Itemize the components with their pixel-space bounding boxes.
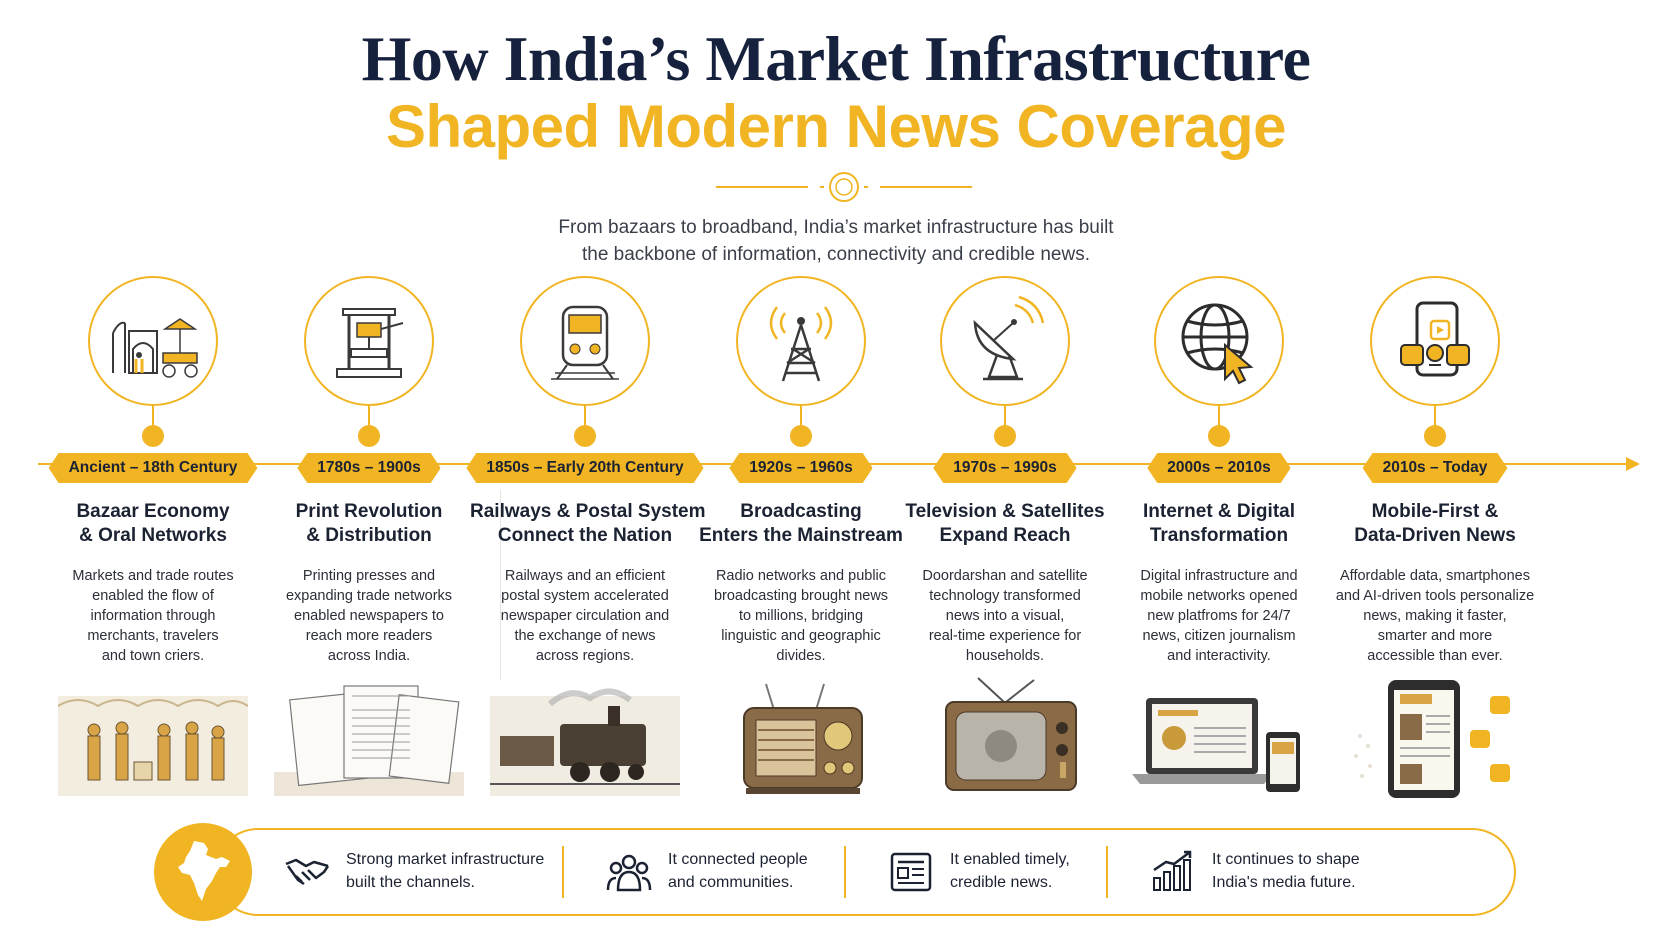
stage-description: Radio networks and public broadcasting br… (713, 568, 889, 664)
india-map-icon (178, 841, 230, 901)
stage-icon-circle (1370, 276, 1500, 406)
title-line-2: Shaped Modern News Coverage (385, 93, 1287, 160)
timeline-dot (574, 425, 596, 447)
laptop-phone-illustration (1132, 698, 1300, 792)
era-label: 2010s – Today (1363, 453, 1508, 483)
takeaway-credible-news: It enabled timely, credible news. (888, 848, 1088, 896)
takeaway-channels: Strong market infrastructure built the ch… (284, 848, 544, 896)
timeline-dot (790, 425, 812, 447)
stage-internet: 2000s – 2010s Internet & Digital Transfor… (1104, 0, 1334, 800)
printing-press-icon (336, 308, 404, 378)
takeaway-separator (562, 846, 564, 898)
timeline-dot (358, 425, 380, 447)
bazaar-market-illustration (58, 696, 248, 796)
smartphone-news-illustration (1354, 680, 1510, 798)
takeaway-text: It continues to shape India's media futur… (1212, 851, 1360, 891)
steam-train-illustration (490, 688, 680, 796)
stage-icon-circle (1154, 276, 1284, 406)
timeline-dot (142, 425, 164, 447)
satellite-dish-icon (973, 295, 1045, 381)
takeaway-text: Strong market infrastructure built the ch… (346, 851, 545, 891)
timeline-stem (1004, 406, 1006, 426)
stage-description: Markets and trade routes enabled the flow… (72, 568, 234, 664)
vintage-tv-illustration (945, 677, 1077, 791)
mobile-apps-icon (1400, 301, 1470, 377)
stage-broadcasting: 1920s – 1960s Broadcasting Enters the Mai… (686, 0, 916, 800)
era-label: 1850s – Early 20th Century (466, 453, 703, 483)
stage-separator (500, 490, 501, 680)
stage-icon-circle (520, 276, 650, 406)
stage-description: Digital infrastructure and mobile network… (1140, 568, 1298, 664)
stage-print: 1780s – 1900s Print Revolution & Distribu… (254, 0, 484, 800)
stage-heading: Print Revolution & Distribution (295, 501, 443, 546)
takeaway-text: It enabled timely, credible news. (950, 851, 1070, 891)
stage-heading: Television & Satellites Expand Reach (905, 501, 1105, 546)
title-divider-emblem (716, 172, 972, 202)
takeaways-bar (214, 828, 1516, 916)
takeaway-media-future: It continues to shape India's media futur… (1150, 848, 1390, 896)
stage-icon-circle (736, 276, 866, 406)
stage-television: 1970s – 1990s Television & Satellites Exp… (890, 0, 1120, 800)
timeline-stem (152, 406, 154, 426)
india-map-badge (154, 823, 252, 921)
globe-cursor-icon (1181, 303, 1254, 385)
era-label: Ancient – 18th Century (49, 453, 258, 483)
stage-railways: 1850s – Early 20th Century Railways & Po… (470, 0, 706, 800)
takeaway-text: It connected people and communities. (668, 851, 808, 891)
stage-heading: Mobile-First & Data-Driven News (1354, 501, 1516, 546)
growth-chart-icon (1153, 850, 1192, 891)
takeaway-communities: It connected people and communities. (606, 848, 826, 896)
timeline-stem (1434, 406, 1436, 426)
stage-mobile: 2010s – Today Mobile-First & Data-Driven … (1320, 0, 1550, 800)
timeline-stem (584, 406, 586, 426)
era-label: 1780s – 1900s (297, 453, 440, 483)
subtitle: From bazaars to broadband, India’s marke… (558, 217, 1114, 265)
stage-icon-circle (88, 276, 218, 406)
title-line-1: How India’s Market Infrastructure (361, 23, 1311, 94)
radio-tower-icon (769, 306, 833, 382)
stage-description: Railways and an efficient postal system a… (500, 568, 670, 664)
timeline-dot (1208, 425, 1230, 447)
timeline-stem (368, 406, 370, 426)
era-label: 2000s – 2010s (1147, 453, 1290, 483)
timeline-arrow-icon (1626, 457, 1640, 471)
stage-heading: Broadcasting Enters the Mainstream (699, 501, 903, 546)
bazaar-icon (112, 318, 198, 378)
handshake-icon (285, 858, 330, 886)
stage-bazaar: Ancient – 18th Century Bazaar Economy & O… (38, 0, 268, 800)
timeline-stem (800, 406, 802, 426)
stage-icon-circle (940, 276, 1070, 406)
stage-description: Doordarshan and satellite technology tran… (922, 568, 1088, 664)
era-label: 1920s – 1960s (729, 453, 872, 483)
timeline-stem (1218, 406, 1220, 426)
newspaper-icon (890, 852, 932, 892)
stage-heading: Bazaar Economy & Oral Networks (76, 501, 230, 546)
vintage-radio-illustration (743, 683, 863, 794)
stage-heading: Internet & Digital Transformation (1142, 501, 1295, 546)
takeaway-separator (1106, 846, 1108, 898)
stage-icon-circle (304, 276, 434, 406)
timeline-dot (994, 425, 1016, 447)
stage-description: Printing presses and expanding trade netw… (285, 568, 453, 664)
stage-description: Affordable data, smartphones and AI-drive… (1335, 568, 1535, 664)
takeaway-separator (844, 846, 846, 898)
timeline-dot (1424, 425, 1446, 447)
newspapers-illustration (274, 685, 464, 796)
era-label: 1970s – 1990s (933, 453, 1076, 483)
people-icon (606, 854, 652, 892)
stage-heading: Railways & Postal System Connect the Nati… (470, 501, 706, 546)
train-icon (551, 305, 619, 380)
